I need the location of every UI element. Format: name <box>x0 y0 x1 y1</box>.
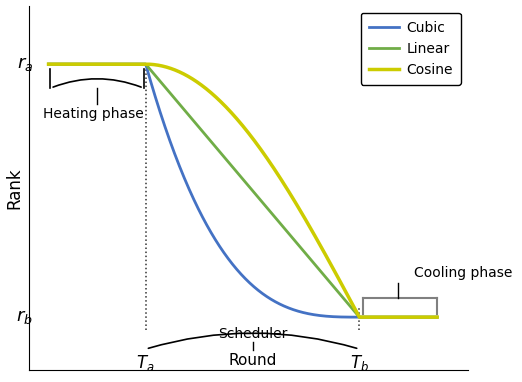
Text: Round: Round <box>228 353 277 368</box>
Cosine <box>234 117 241 121</box>
Cubic <box>356 315 362 319</box>
Text: Heating phase: Heating phase <box>43 107 144 121</box>
Line: Linear: Linear <box>49 64 437 317</box>
Linear <box>356 315 362 319</box>
Linear <box>45 62 52 66</box>
Cosine <box>330 267 337 272</box>
Text: Cooling phase: Cooling phase <box>414 266 512 280</box>
Cubic <box>146 73 152 78</box>
Cubic <box>45 62 52 66</box>
Linear <box>330 285 337 289</box>
Cubic <box>303 311 310 316</box>
Linear <box>171 96 177 101</box>
Cosine <box>146 62 152 66</box>
Cosine <box>171 68 177 72</box>
Cosine <box>434 315 440 319</box>
Text: $r_b$: $r_b$ <box>16 308 33 326</box>
Text: $T_a$: $T_a$ <box>136 353 155 373</box>
Cubic <box>330 314 337 319</box>
Text: Scheduler: Scheduler <box>218 327 287 341</box>
Linear <box>303 252 310 257</box>
Text: $T_b$: $T_b$ <box>350 353 369 373</box>
Y-axis label: Rank: Rank <box>6 167 23 209</box>
Legend: Cubic, Linear, Cosine: Cubic, Linear, Cosine <box>361 13 461 85</box>
Cosine <box>278 177 284 182</box>
Linear <box>146 66 152 70</box>
Cosine <box>303 219 310 223</box>
Cosine <box>356 315 362 319</box>
Cubic <box>278 303 284 307</box>
Linear <box>278 222 284 227</box>
Line: Cosine: Cosine <box>49 64 437 317</box>
Line: Cubic: Cubic <box>49 64 437 317</box>
Linear <box>234 170 241 175</box>
Cubic <box>234 268 241 272</box>
Linear <box>434 315 440 319</box>
Cubic <box>434 315 440 319</box>
Text: $r_a$: $r_a$ <box>17 55 33 73</box>
Cubic <box>171 151 177 156</box>
Cosine <box>45 62 52 66</box>
